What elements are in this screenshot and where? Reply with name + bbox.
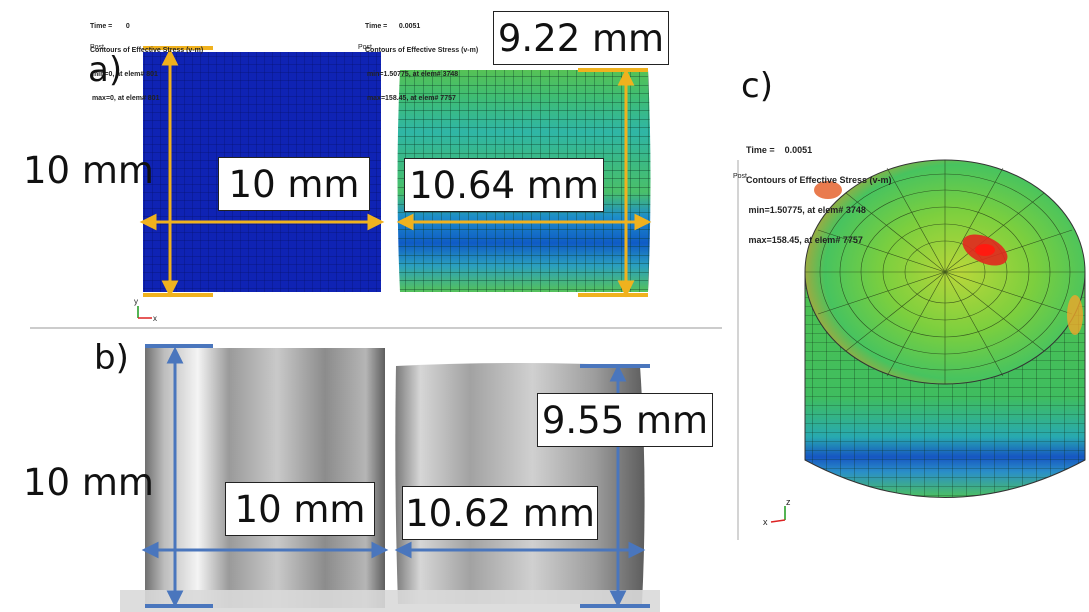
photo-specimen-original xyxy=(145,348,385,608)
post-label-c: Post xyxy=(733,173,748,180)
fe-header-deformed: Time = 0.0051 Contours of Effective Stre… xyxy=(365,7,478,111)
header-min: min=1.50775, at elem# 3748 xyxy=(365,71,459,78)
fe-height-label: 10 mm xyxy=(23,148,154,192)
axis-label-x-c: x xyxy=(763,517,768,527)
fe-deformed-height-label: 9.22 mm xyxy=(493,11,669,65)
post-label-a2: Post xyxy=(358,44,373,51)
fe-deformed-width-label: 10.64 mm xyxy=(404,158,604,212)
photo-width-label: 10 mm xyxy=(225,482,375,536)
fe-header-3d: Time = 0.0051 Contours of Effective Stre… xyxy=(746,125,892,255)
header-contour-title: Contours of Effective Stress (v-m) xyxy=(746,175,892,185)
photo-deformed-height-label: 9.55 mm xyxy=(537,393,713,447)
axis-label-z: z xyxy=(786,497,791,507)
photo-deformed-width-label: 10.62 mm xyxy=(402,486,598,540)
header-time: Time = 0.0051 xyxy=(746,145,813,155)
fe-dimension-lines xyxy=(139,46,652,298)
header-time: Time = 0 xyxy=(90,23,130,30)
header-time: Time = 0.0051 xyxy=(365,23,421,30)
header-min: min=0, at elem# 801 xyxy=(90,71,158,78)
fe-header-undeformed: Time = 0 Contours of Effective Stress (v… xyxy=(90,7,203,111)
fe-axis-triad-c xyxy=(770,506,786,523)
post-label-a1: Post xyxy=(90,44,105,51)
panel-label-c: c) xyxy=(741,66,773,106)
header-max: max=158.45, at elem# 7757 xyxy=(365,95,456,102)
photo-height-label: 10 mm xyxy=(23,460,154,504)
photo-table-surface xyxy=(120,590,660,612)
header-contour-title: Contours of Effective Stress (v-m) xyxy=(90,47,204,54)
panel-label-b: b) xyxy=(94,338,129,378)
header-max: max=158.45, at elem# 7757 xyxy=(746,235,863,245)
axis-label-x: x xyxy=(153,314,157,323)
axis-label-y: y xyxy=(134,297,138,306)
header-contour-title: Contours of Effective Stress (v-m) xyxy=(365,47,479,54)
fe-width-label: 10 mm xyxy=(218,157,370,211)
header-max: max=0, at elem# 801 xyxy=(90,95,160,102)
fe-cylinder-3d xyxy=(804,159,1086,498)
fe-axis-triad-a xyxy=(137,306,152,319)
panel-label-a: a) xyxy=(88,50,123,90)
header-min: min=1.50775, at elem# 3748 xyxy=(746,205,866,215)
